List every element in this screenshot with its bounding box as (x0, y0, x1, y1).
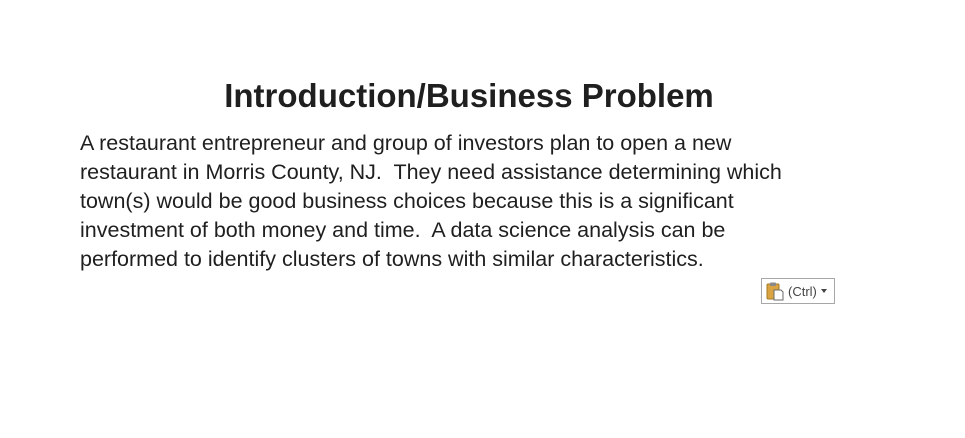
paste-options-button[interactable]: (Ctrl) (761, 278, 835, 304)
slide-body-text[interactable]: A restaurant entrepreneur and group of i… (80, 129, 860, 274)
paste-shortcut-label: (Ctrl) (788, 283, 817, 299)
body-line: investment of both money and time. A dat… (80, 218, 726, 242)
body-line: performed to identify clusters of towns … (80, 247, 704, 271)
body-line: restaurant in Morris County, NJ. They ne… (80, 160, 782, 184)
body-line: A restaurant entrepreneur and group of i… (80, 131, 732, 155)
clipboard-icon (765, 281, 785, 301)
chevron-down-icon (820, 289, 827, 293)
slide-title[interactable]: Introduction/Business Problem (224, 77, 714, 114)
body-line: town(s) would be good business choices b… (80, 189, 734, 213)
